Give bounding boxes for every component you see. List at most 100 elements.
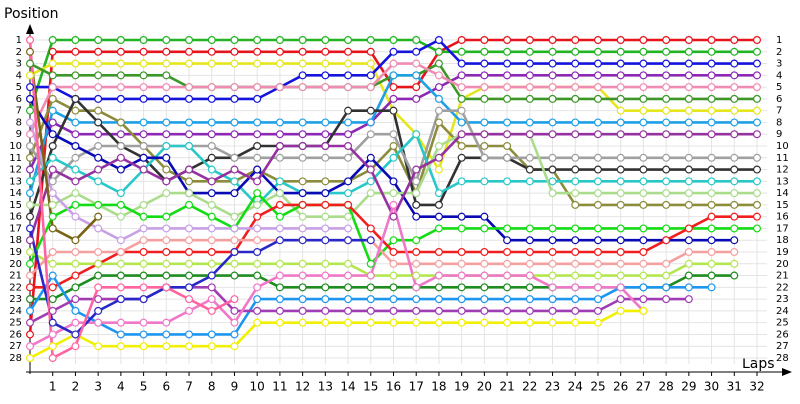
lap-point (434, 59, 443, 68)
lap-point (412, 83, 421, 92)
lap-point (366, 189, 375, 198)
lap-point (616, 271, 625, 280)
x-tick-label: 17 (409, 380, 424, 394)
lap-point (571, 236, 580, 245)
lap-point (162, 35, 171, 44)
lap-point (298, 212, 307, 221)
lap-point (71, 342, 80, 351)
lap-point (94, 118, 103, 127)
lap-point (139, 236, 148, 245)
lap-point (26, 35, 35, 44)
lap-point (162, 283, 171, 292)
lap-point (207, 94, 216, 103)
lap-point (48, 106, 57, 115)
lap-point (662, 259, 671, 268)
lap-point (26, 224, 35, 233)
lap-point (253, 224, 262, 233)
lap-point (71, 47, 80, 56)
lap-point (321, 153, 330, 162)
x-tick-label: 19 (454, 380, 469, 394)
lap-point (207, 35, 216, 44)
x-tick-label: 21 (499, 380, 514, 394)
lap-point (94, 94, 103, 103)
lap-point (662, 71, 671, 80)
lap-point (298, 224, 307, 233)
lap-point (253, 59, 262, 68)
lap-point (207, 283, 216, 292)
lap-point (185, 259, 194, 268)
lap-point (616, 165, 625, 174)
lap-point (139, 330, 148, 339)
lap-point (71, 94, 80, 103)
lap-point (366, 130, 375, 139)
lap-point (321, 224, 330, 233)
lap-point (71, 71, 80, 80)
lap-point (503, 83, 512, 92)
y2-tick-label: 14 (776, 188, 789, 199)
lap-point (71, 35, 80, 44)
lap-point (116, 59, 125, 68)
lap-point (389, 259, 398, 268)
lap-point (321, 177, 330, 186)
y-tick-label: 23 (9, 294, 22, 305)
lap-point (207, 212, 216, 221)
lap-point (480, 94, 489, 103)
lap-point (457, 94, 466, 103)
lap-point (366, 35, 375, 44)
lap-point (48, 47, 57, 56)
lap-point (253, 35, 262, 44)
lap-point (525, 47, 534, 56)
lap-point (548, 306, 557, 315)
y-tick-label: 22 (9, 282, 22, 293)
lap-point (752, 212, 761, 221)
y-tick-label: 25 (9, 318, 22, 329)
lap-point (434, 318, 443, 327)
lap-point (275, 271, 284, 280)
y2-tick-label: 26 (776, 329, 789, 340)
lap-point (207, 153, 216, 162)
lap-point (457, 271, 466, 280)
lap-point (230, 83, 239, 92)
lap-point (525, 165, 534, 174)
lap-point (116, 200, 125, 209)
lap-point (480, 283, 489, 292)
driver-line (29, 238, 735, 277)
lap-point (275, 153, 284, 162)
lap-point (639, 35, 648, 44)
lap-point (139, 342, 148, 351)
lap-point (139, 224, 148, 233)
lap-point (684, 271, 693, 280)
lap-point (275, 35, 284, 44)
lap-point (525, 224, 534, 233)
lap-point (366, 259, 375, 268)
lap-point (321, 212, 330, 221)
lap-point (253, 259, 262, 268)
lap-point (639, 71, 648, 80)
y2-tick-label: 15 (776, 200, 789, 211)
lap-point (116, 118, 125, 127)
lap-point (684, 83, 693, 92)
lap-point (366, 177, 375, 186)
lap-point (525, 153, 534, 162)
lap-point (593, 83, 602, 92)
lap-point (185, 130, 194, 139)
lap-point (26, 83, 35, 92)
lap-point (434, 83, 443, 92)
lap-point (298, 71, 307, 80)
lap-point (480, 153, 489, 162)
x-tick-label: 30 (704, 380, 719, 394)
lap-point (389, 106, 398, 115)
lap-point (571, 259, 580, 268)
lap-point (94, 248, 103, 257)
lap-point (185, 47, 194, 56)
lap-point (752, 165, 761, 174)
lap-point (616, 94, 625, 103)
lap-point (525, 248, 534, 257)
lap-point (503, 177, 512, 186)
lap-point (639, 224, 648, 233)
lap-point (707, 71, 716, 80)
lap-point (730, 200, 739, 209)
y-tick-label: 18 (9, 235, 22, 246)
lap-point (684, 248, 693, 257)
lap-point (412, 318, 421, 327)
